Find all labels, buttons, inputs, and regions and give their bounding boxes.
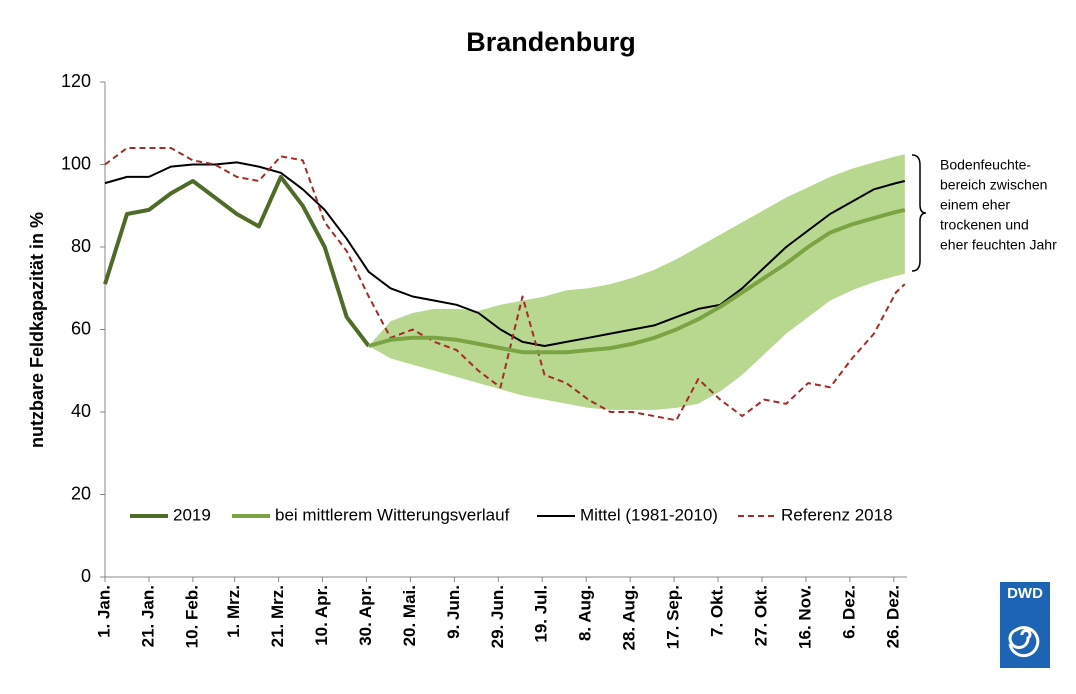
x-tick-label: 26. Dez. (883, 585, 902, 648)
x-tick-label: 27. Okt. (751, 585, 770, 646)
x-tick-label: 21. Mrz. (268, 585, 287, 647)
series-line (104, 161, 906, 347)
legend-label: 2019 (173, 505, 211, 524)
y-tick-label: 100 (61, 153, 91, 173)
series-line (103, 174, 371, 348)
logo-text: DWD (1007, 585, 1043, 602)
chart-title: Brandenburg (466, 27, 636, 57)
legend-label: Referenz 2018 (781, 505, 893, 524)
y-tick-label: 0 (81, 566, 91, 586)
annotation-line: Bodenfeuchte- (940, 157, 1031, 173)
x-tick-label: 9. Jun. (444, 585, 463, 639)
y-axis-label: nutzbare Feldkapazität in % (27, 212, 47, 448)
x-tick-label: 7. Okt. (708, 585, 727, 637)
series-line (368, 207, 906, 355)
x-tick-label: 19. Jul. (532, 585, 551, 643)
annotation-line: einem eher (940, 197, 1010, 213)
x-tick-label: 29. Jun. (488, 585, 507, 648)
logo-swirl (1008, 626, 1040, 658)
legend-label: Mittel (1981-2010) (580, 505, 718, 524)
x-tick-label: 1. Mrz. (224, 585, 243, 638)
brace (911, 154, 927, 272)
x-tick-label: 21. Jan. (138, 585, 157, 647)
x-tick-label: 6. Dez. (839, 585, 858, 639)
y-tick-label: 120 (61, 71, 91, 91)
x-tick-label: 16. Nov. (795, 585, 814, 649)
range-band (368, 154, 905, 410)
logo-box (1000, 582, 1050, 668)
y-tick-label: 60 (71, 318, 91, 338)
x-tick-label: 10. Apr. (312, 585, 331, 646)
x-tick-label: 10. Feb. (182, 585, 201, 648)
annotation-line: eher feuchten Jahr (940, 237, 1057, 253)
x-tick-label: 8. Aug. (576, 585, 595, 641)
y-tick-label: 40 (71, 401, 91, 421)
x-tick-label: 1. Jan. (94, 585, 113, 638)
x-tick-label: 17. Sep. (664, 585, 683, 649)
y-tick-label: 80 (71, 236, 91, 256)
x-tick-label: 20. Mai. (400, 585, 419, 646)
x-tick-label: 30. Apr. (356, 585, 375, 646)
x-tick-label: 28. Aug. (620, 585, 639, 651)
legend-label: bei mittlerem Witterungsverlauf (275, 505, 510, 524)
annotation-line: trockenen und (940, 217, 1029, 233)
y-tick-label: 20 (71, 483, 91, 503)
annotation-line: bereich zwischen (940, 177, 1047, 193)
